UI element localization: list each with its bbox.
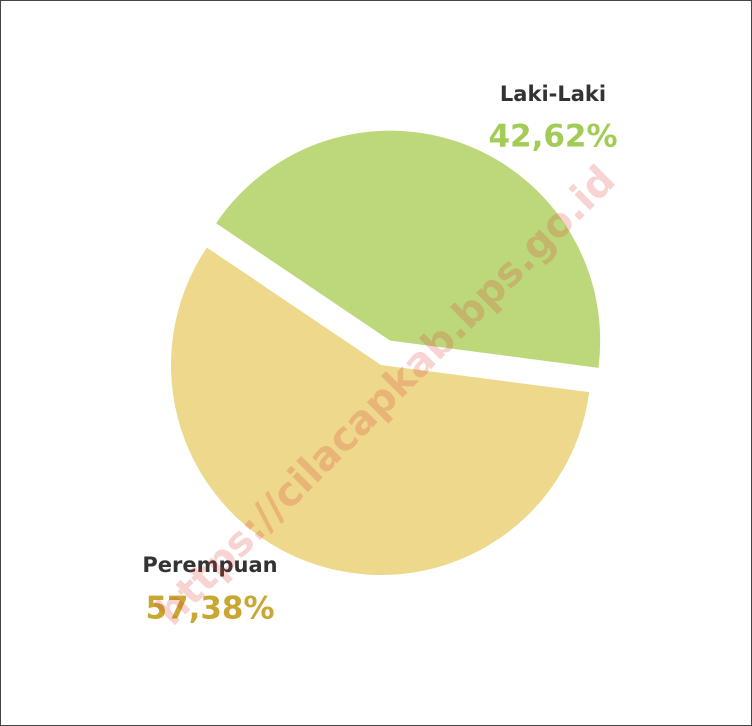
pie — [170, 130, 601, 576]
labels: Laki-Laki 42,62% Perempuan 57,38% — [142, 82, 617, 627]
slice-label: Laki-Laki — [500, 82, 606, 106]
pie-slice — [170, 247, 590, 576]
value-label: 42,62% — [488, 119, 617, 155]
pie-slice — [216, 130, 601, 368]
value-label: 57,38% — [145, 591, 274, 627]
slice-label: Perempuan — [142, 553, 277, 577]
